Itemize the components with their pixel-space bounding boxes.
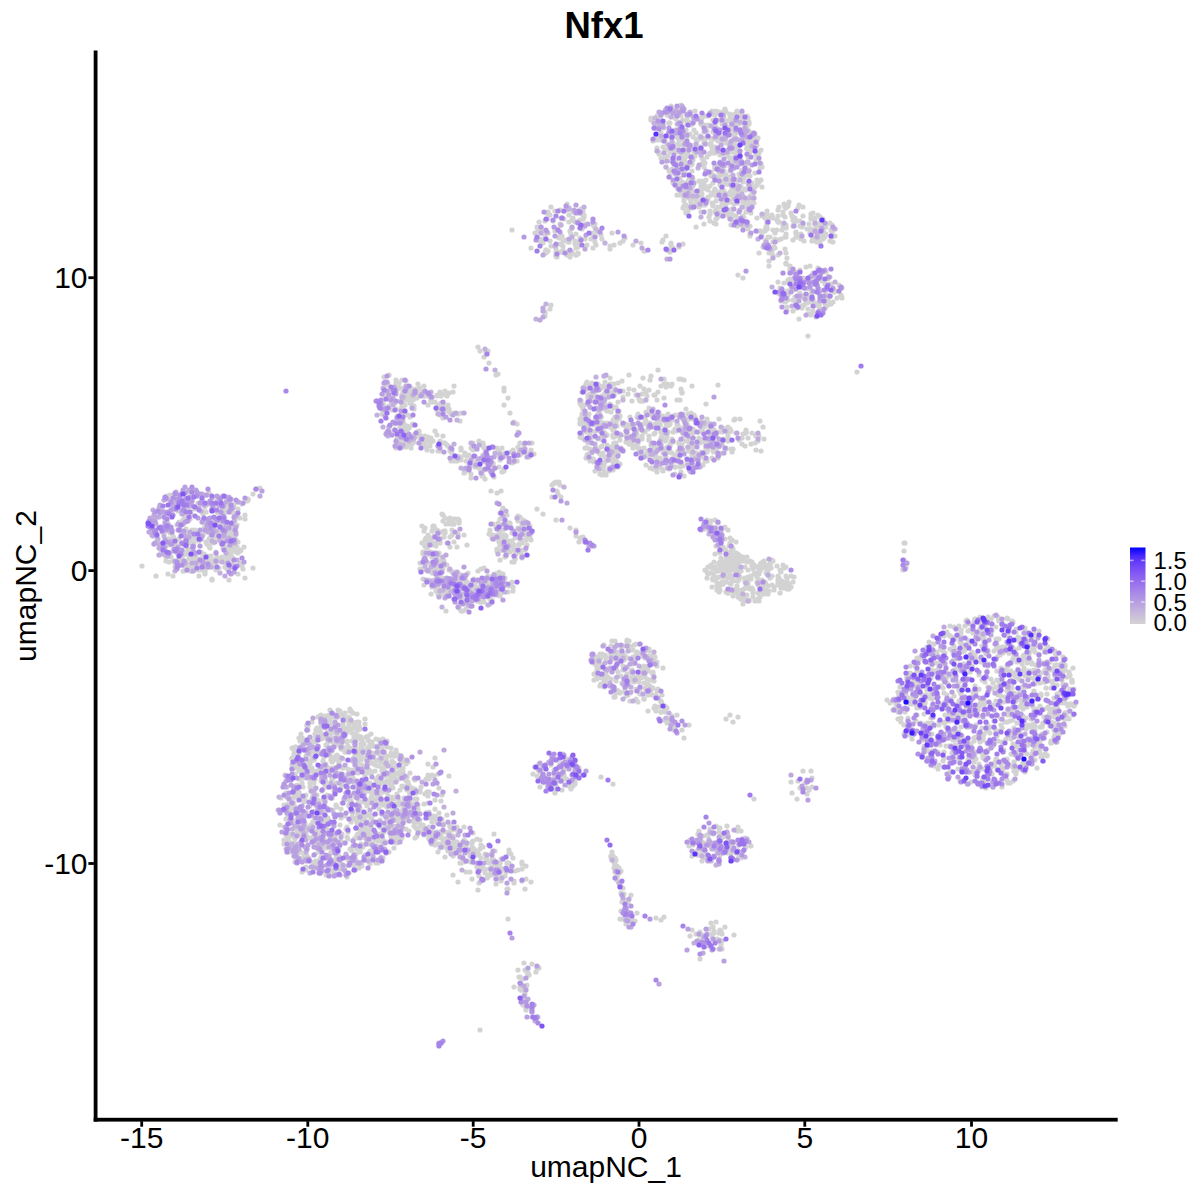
svg-text:0: 0 xyxy=(71,554,88,587)
svg-text:-15: -15 xyxy=(120,1121,163,1154)
svg-text:5: 5 xyxy=(796,1121,813,1154)
svg-text:umapNC_2: umapNC_2 xyxy=(9,510,42,662)
svg-text:10: 10 xyxy=(54,261,87,294)
svg-text:Nfx1: Nfx1 xyxy=(564,5,643,46)
svg-text:10: 10 xyxy=(955,1121,988,1154)
svg-text:-10: -10 xyxy=(286,1121,329,1154)
svg-text:0.0: 0.0 xyxy=(1154,609,1187,636)
svg-text:-5: -5 xyxy=(460,1121,487,1154)
svg-text:-10: -10 xyxy=(44,847,87,880)
svg-text:umapNC_1: umapNC_1 xyxy=(530,1150,682,1183)
